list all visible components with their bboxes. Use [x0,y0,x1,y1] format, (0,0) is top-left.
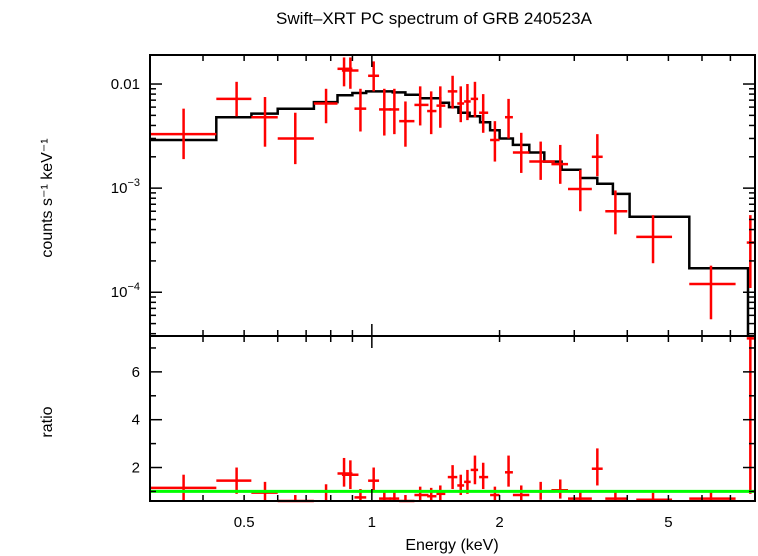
ratio-y-axis-label: ratio [39,406,56,437]
spectrum-ytick-label-0: 0.01 [111,76,140,93]
spectrum-point-28 [636,215,673,264]
ratio-y-ticks: 2 4 6 [132,347,755,493]
spectrum-point-9 [379,88,392,136]
ratio-point-28 [636,492,673,502]
spectrum-ytick-label-2: 10−4 [111,281,140,301]
ratio-point-27 [605,491,628,501]
xtick-label-3: 5 [664,514,672,531]
spectrum-point-8 [368,61,380,92]
ratio-point-21 [505,455,513,487]
spectrum-ytick-label-1: 10−3 [111,177,140,197]
ratio-point-20 [490,486,500,501]
spectrum-data-points [150,57,755,320]
x-axis-label: Energy (keV) [405,537,498,554]
ratio-point-15 [447,465,458,490]
spectrum-point-25 [568,169,592,212]
ratio-point-14 [436,485,446,501]
ratio-frame [149,335,756,502]
spectrum-point-20 [490,121,500,162]
spectrum-point-29 [689,265,736,320]
spectrum-point-12 [414,86,429,126]
ratio-point-0 [150,474,217,501]
chart-title: Swift–XRT PC spectrum of GRB 240523A [276,9,593,28]
model-curve [150,90,750,336]
ratio-point-22 [512,485,530,501]
spectrum-point-15 [447,75,458,109]
spectrum-point-13 [427,91,437,135]
ratio-ytick-label-0: 2 [132,460,140,477]
spectrum-point-6 [341,57,359,89]
spectrum-point-21 [505,98,513,139]
spectrum-point-2 [251,97,278,147]
spectrum-point-19 [479,94,489,133]
ratio-point-17 [464,469,471,494]
ratio-data-points [150,336,755,503]
ratio-point-13 [427,487,437,501]
spectrum-point-3 [277,112,314,165]
ratio-point-26 [591,448,603,486]
spectrum-y-ticks: 0.01 10−3 10−4 [111,76,755,335]
spectrum-point-22 [512,132,530,173]
spectrum-point-14 [436,86,446,128]
ratio-point-25 [568,491,592,501]
model-step-line [150,90,750,336]
spectrum-point-4 [313,88,338,124]
spectrum-point-23 [529,141,555,180]
ratio-point-6 [341,460,359,490]
spectrum-point-26 [591,134,603,177]
spectrum-point-18 [470,81,479,118]
ratio-point-29 [689,491,736,501]
spectrum-point-27 [605,190,628,235]
xtick-label-2: 2 [495,514,503,531]
ratio-point-12 [414,486,429,501]
x-axis-ticks: 0.5 1 2 5 [149,55,756,531]
ratio-ytick-label-2: 6 [132,364,140,381]
ratio-point-19 [479,462,489,490]
ratio-point-30 [746,336,755,494]
xtick-label-1: 1 [368,514,376,531]
ratio-point-1 [216,467,252,494]
ratio-point-24 [551,479,569,499]
ratio-point-18 [470,455,479,485]
spectrum-point-1 [216,81,252,117]
spectrum-point-17 [464,84,471,121]
xtick-label-0: 0.5 [234,514,255,531]
ratio-panel: 2 4 6 [132,335,756,503]
spectrum-panel: 0.01 10−3 10−4 [111,54,756,337]
spectrum-point-0 [150,108,217,160]
spectrum-point-24 [551,144,569,184]
spectrum-point-7 [354,88,367,132]
spectrum-point-16 [457,86,465,123]
spectrum-point-10 [389,88,400,135]
ratio-point-8 [368,467,380,492]
spectrum-y-axis-label: counts s⁻¹ keV⁻¹ [39,138,56,257]
spectrum-point-11 [399,101,415,147]
ratio-ytick-label-1: 4 [132,412,140,429]
